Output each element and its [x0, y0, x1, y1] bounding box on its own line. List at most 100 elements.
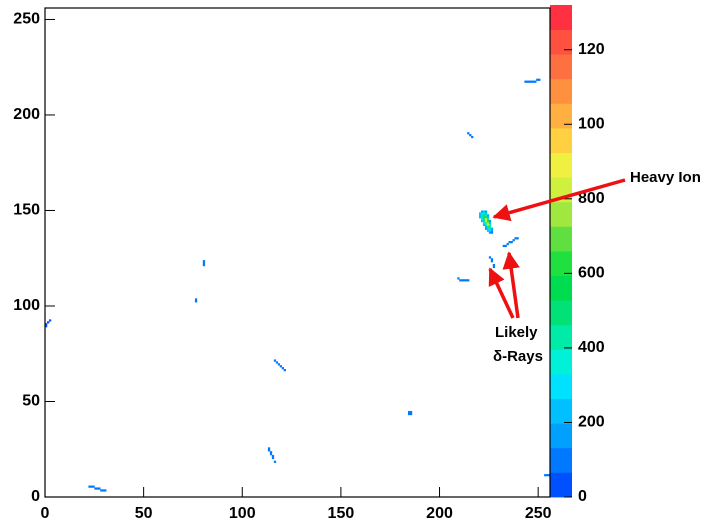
- chart: 0501001502002500501001502002500200400600…: [0, 0, 710, 526]
- colorbar-band: [550, 79, 572, 104]
- y-tick-label: 150: [13, 202, 40, 219]
- cell: [491, 231, 493, 233]
- cell: [485, 222, 487, 224]
- cell: [481, 212, 483, 214]
- cell: [485, 212, 487, 214]
- x-tick-label: 0: [41, 505, 50, 522]
- cell: [195, 298, 197, 300]
- z-tick-label: 200: [578, 414, 605, 431]
- z-tick-label: 600: [578, 265, 605, 282]
- cell: [487, 214, 489, 216]
- cell: [483, 216, 485, 218]
- cell: [526, 81, 528, 83]
- colorbar-band: [550, 54, 572, 79]
- cell: [274, 359, 276, 361]
- cell: [104, 489, 106, 491]
- colorbar-band: [550, 226, 572, 251]
- cell: [88, 486, 90, 488]
- cell: [276, 361, 278, 363]
- y-tick-label: 50: [22, 393, 40, 410]
- cell: [544, 474, 546, 476]
- cell: [536, 79, 538, 81]
- cell: [479, 212, 481, 214]
- cell: [489, 228, 491, 230]
- cell: [483, 214, 485, 216]
- cell: [485, 226, 487, 228]
- colorbar-band: [550, 300, 572, 325]
- cell: [489, 220, 491, 222]
- cell: [513, 239, 515, 241]
- x-tick-label: 50: [135, 505, 153, 522]
- cell: [100, 489, 102, 491]
- cell: [284, 369, 286, 371]
- cell: [509, 241, 511, 243]
- y-tick-label: 0: [31, 488, 40, 505]
- cell: [516, 237, 518, 239]
- cell: [546, 474, 548, 476]
- cell: [485, 224, 487, 226]
- cell: [92, 486, 94, 488]
- cell: [530, 81, 532, 83]
- colorbar-band: [550, 423, 572, 448]
- cell: [280, 365, 282, 367]
- colorbar-band: [550, 472, 572, 497]
- cell: [485, 214, 487, 216]
- cell: [463, 279, 465, 281]
- cell: [268, 447, 270, 449]
- x-tick-label: 150: [328, 505, 355, 522]
- cell: [203, 264, 205, 266]
- colorbar-band: [550, 5, 572, 30]
- cell: [483, 224, 485, 226]
- cell: [203, 260, 205, 262]
- cell: [102, 489, 104, 491]
- cell: [408, 411, 410, 413]
- x-tick-label: 200: [426, 505, 453, 522]
- cell: [272, 455, 274, 457]
- plot-frame: [45, 8, 550, 497]
- cell: [481, 220, 483, 222]
- cell: [467, 132, 469, 134]
- cell: [538, 79, 540, 81]
- colorbar: [550, 5, 572, 497]
- cell: [195, 300, 197, 302]
- cell: [282, 367, 284, 369]
- cell: [47, 321, 49, 323]
- colorbar-band: [550, 202, 572, 227]
- cell: [491, 230, 493, 232]
- x-tick-label: 100: [229, 505, 256, 522]
- cell: [489, 231, 491, 233]
- colorbar-band: [550, 30, 572, 55]
- cell: [491, 228, 493, 230]
- cell: [485, 228, 487, 230]
- cell: [483, 210, 485, 212]
- cell: [471, 136, 473, 138]
- cell: [485, 216, 487, 218]
- cell: [268, 449, 270, 451]
- cell: [203, 262, 205, 264]
- cell: [487, 216, 489, 218]
- cell: [465, 279, 467, 281]
- colorbar-band: [550, 448, 572, 473]
- cell: [410, 413, 412, 415]
- cell: [469, 134, 471, 136]
- cell: [489, 222, 491, 224]
- ticks: 0501001502002500501001502002500200400600…: [13, 11, 605, 523]
- annotation: Likely: [495, 324, 538, 341]
- cell: [483, 218, 485, 220]
- cell: [98, 487, 100, 489]
- colorbar-band: [550, 325, 572, 350]
- annotation: Heavy Ion: [630, 169, 701, 186]
- cell: [457, 277, 459, 279]
- cell: [408, 413, 410, 415]
- cell: [487, 230, 489, 232]
- cell: [481, 218, 483, 220]
- cell: [461, 279, 463, 281]
- colorbar-band: [550, 399, 572, 424]
- cell: [278, 363, 280, 365]
- cell: [49, 319, 51, 321]
- cell: [491, 258, 493, 260]
- cell: [505, 245, 507, 247]
- z-tick-label: 100: [578, 115, 605, 132]
- cell: [481, 214, 483, 216]
- colorbar-band: [550, 374, 572, 399]
